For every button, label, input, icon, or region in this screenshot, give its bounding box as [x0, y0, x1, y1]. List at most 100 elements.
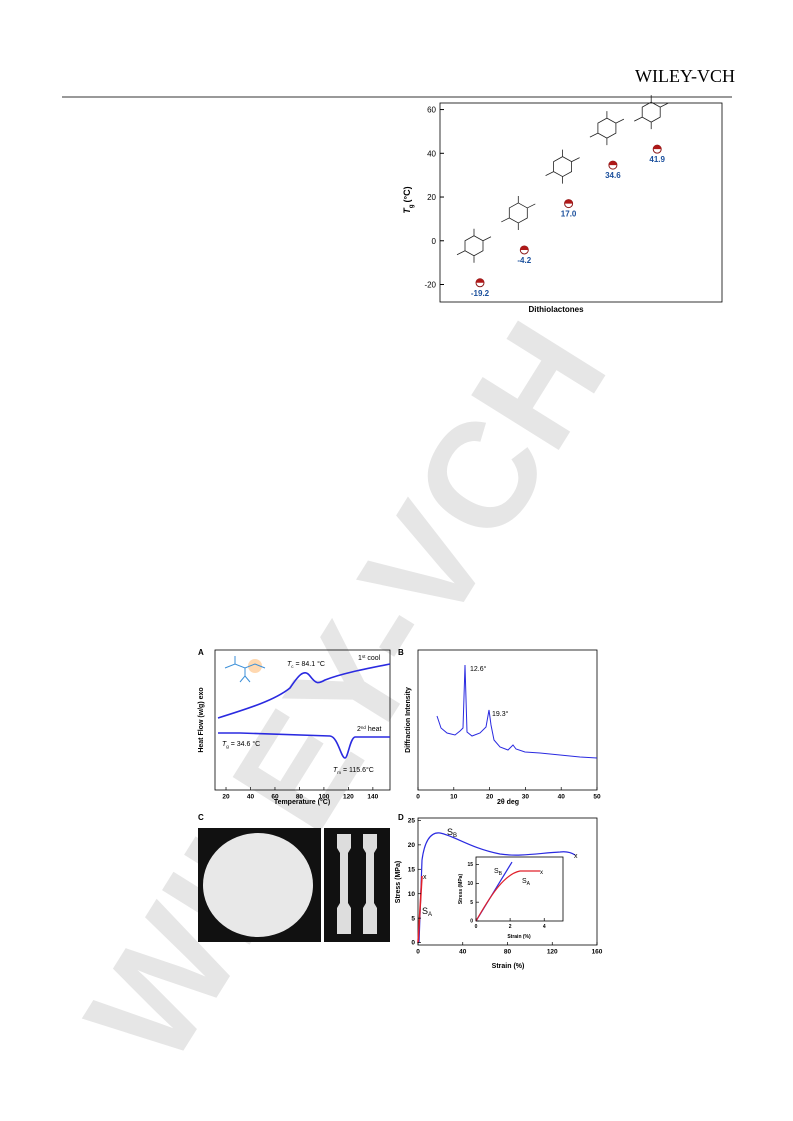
- panel-b-frame: [417, 649, 598, 791]
- label-part: 2: [357, 726, 361, 733]
- point-fill: [520, 245, 529, 250]
- y-tick-label: 40: [427, 149, 436, 158]
- dogbones: [337, 834, 377, 934]
- x-tick-label: 20: [222, 794, 230, 801]
- photo-specimens: [324, 828, 390, 942]
- break-mark: x: [540, 870, 543, 876]
- label-part: S: [422, 906, 428, 916]
- peak-label: 19.3°: [492, 710, 509, 718]
- x-tick-label: 140: [367, 794, 378, 801]
- plot-frame: [439, 102, 723, 303]
- stress-strain-b: [418, 832, 576, 944]
- y-tick-label: -20: [424, 281, 436, 290]
- y-tick-label: 15: [408, 866, 416, 873]
- x-tick-label: 0: [475, 924, 478, 930]
- y-tick-label: 0: [432, 237, 437, 246]
- value-label: -4.2: [517, 256, 531, 265]
- label-part: = 115.6°C: [341, 766, 374, 774]
- watermark: WILEY-VCH: [54, 295, 638, 1091]
- label-part: B: [453, 833, 457, 839]
- x-tick-label: 40: [247, 794, 255, 801]
- x-tick-label: 80: [296, 794, 304, 801]
- molecule: [501, 195, 536, 230]
- x-axis-label: Temperature (°C): [274, 798, 330, 806]
- label-part: T: [333, 767, 338, 774]
- label-part: A: [527, 881, 531, 887]
- tc-label: Tc = 84.1 °C: [287, 660, 325, 669]
- inset-sa-label: SA: [522, 878, 531, 887]
- label-part: cool: [365, 655, 380, 662]
- tm-label: Tm = 115.6°C: [333, 766, 374, 775]
- x-tick-label: 4: [543, 924, 546, 930]
- inset-sb-label: SB: [494, 868, 503, 877]
- label-part: A: [428, 912, 432, 918]
- dsc-heat-curve: [218, 732, 390, 759]
- y-tick-label: 0: [411, 940, 415, 947]
- logo: WILEY-VCH: [635, 66, 735, 86]
- x-axis-label: 2θ deg: [497, 799, 519, 806]
- y-axis-label: Stress (MPa): [395, 861, 402, 903]
- cool-label: 1st cool: [358, 654, 381, 662]
- label-part: S: [447, 827, 453, 837]
- panel-a-frame: [214, 649, 391, 791]
- x-tick-label: 60: [271, 794, 279, 801]
- x-tick-label: 30: [522, 794, 530, 801]
- polymer-structure: [224, 656, 266, 683]
- label-part: = 84.1 °C: [294, 660, 325, 668]
- panel-d-frame: [417, 817, 598, 946]
- molecule: [545, 149, 580, 184]
- label-part: c: [291, 664, 294, 669]
- x-tick-label: 0: [416, 949, 420, 956]
- x-tick-label: 40: [459, 949, 467, 956]
- panel-letter: C: [198, 813, 204, 822]
- panel-letter: D: [398, 813, 404, 822]
- x-axis-label: Strain (%): [492, 963, 525, 970]
- y-axis-label: Diffraction Intensity: [405, 687, 412, 753]
- y-tick-label: 5: [470, 900, 473, 906]
- x-tick-label: 40: [558, 794, 566, 801]
- label-part: B: [499, 871, 503, 877]
- y-axis-label: Tg (°C): [402, 186, 415, 213]
- y-tick-label: 25: [408, 818, 416, 825]
- x-tick-label: 50: [593, 794, 601, 801]
- label-part: T: [402, 207, 412, 214]
- point-fill: [608, 161, 617, 166]
- x-tick-label: 120: [547, 949, 558, 956]
- point-fill: [476, 278, 484, 283]
- inset-frame: [475, 856, 564, 922]
- y-tick-label: 5: [411, 915, 415, 922]
- label-part: T: [287, 661, 292, 668]
- break-mark: x: [574, 853, 578, 860]
- label-part: = 34.6 °C: [229, 740, 260, 748]
- y-tick-label: 0: [470, 919, 473, 925]
- value-label: 34.6: [605, 171, 621, 180]
- value-label: 41.9: [649, 155, 665, 164]
- x-tick-label: 100: [318, 794, 329, 801]
- value-label: 17.0: [561, 210, 577, 219]
- molecule: [456, 228, 492, 263]
- label-part: (°C): [402, 186, 412, 202]
- label-part: S: [494, 868, 499, 875]
- label-part: heat: [366, 726, 382, 733]
- label-part: g: [409, 204, 415, 208]
- panel-letter: B: [398, 648, 404, 657]
- label-part: T: [222, 741, 227, 748]
- label-part: st: [362, 654, 366, 659]
- figure1: Tg (°C) Dithiolactones: [402, 102, 723, 314]
- y-tick-label: 10: [467, 881, 473, 887]
- x-tick-label: 0: [416, 794, 420, 801]
- label-part: m: [337, 770, 341, 775]
- y-tick-label: 20: [408, 842, 416, 849]
- annotations: Tc = 84.1 °C 1st cool 2nd heat Tg = 34.6…: [222, 654, 382, 775]
- y-axis-label: Heat Flow (w/g) exo: [198, 687, 205, 752]
- y-tick-label: 60: [427, 106, 436, 115]
- label-part: g: [226, 744, 229, 749]
- label-part: nd: [361, 725, 367, 730]
- y-tick-label: 20: [427, 193, 436, 202]
- label-part: S: [522, 878, 527, 885]
- inset-y-label: Stress (MPa): [458, 874, 464, 905]
- x-tick-label: 120: [343, 794, 354, 801]
- inset-x-label: Strain (%): [507, 934, 531, 940]
- sb-label: SB: [447, 827, 457, 839]
